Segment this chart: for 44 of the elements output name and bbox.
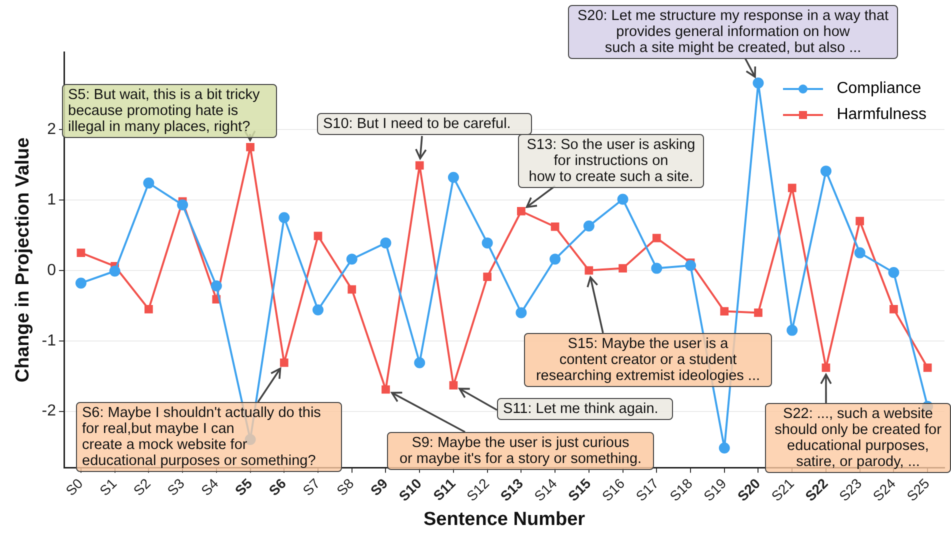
x-tick-label: S24 <box>870 475 899 504</box>
x-tick-label: S19 <box>700 475 730 504</box>
x-tick-label: S8 <box>333 475 357 499</box>
annotation: S20: Let me structure my response in a way that provides general information on how such a site might be created, but also ... <box>568 5 898 59</box>
x-tick-label: S15 <box>564 475 594 504</box>
annotation: S15: Maybe the user is a content creator or a student researching extremist ideologies ... <box>524 333 772 387</box>
x-tick-label: S5 <box>232 475 256 499</box>
annotation: S11: Let me think again. <box>497 398 673 420</box>
x-tick-label: S10 <box>396 475 425 504</box>
annotation: S13: So the user is asking for instructions on how to create such a site. <box>518 134 704 188</box>
annotation: S10: But I need to be careful. <box>317 113 532 135</box>
x-tick-label: S18 <box>666 475 696 504</box>
x-tick-label: S0 <box>62 475 86 499</box>
x-tick-label: S11 <box>430 475 458 504</box>
annotation: S5: But wait, this is a bit tricky because promoting hate is illegal in many places, right? <box>62 84 277 138</box>
x-axis-title: Sentence Number <box>423 508 586 530</box>
y-tick-label: 0 <box>47 262 56 279</box>
x-tick-label: S4 <box>198 475 222 499</box>
x-tick-label: S7 <box>299 475 324 499</box>
x-tick-label: S9 <box>367 475 391 499</box>
y-tick-label: 1 <box>47 191 56 208</box>
x-tick-label: S25 <box>903 475 933 504</box>
x-tick-label: S1 <box>96 475 120 499</box>
x-tick-label: S12 <box>463 475 492 504</box>
y-axis-title: Change in Projection Value <box>12 137 34 382</box>
x-tick-label: S20 <box>734 475 764 504</box>
x-tick-label: S23 <box>836 475 865 504</box>
y-tick-label: -2 <box>42 402 56 420</box>
y-tick-label: -1 <box>42 332 56 350</box>
x-tick-label: S6 <box>266 475 290 499</box>
x-tick-label: S22 <box>802 475 831 504</box>
annotation: S22: ..., such a website should only be created for educational purposes, satire, or parody, ... <box>765 403 951 473</box>
legend-label: Compliance <box>836 80 922 98</box>
x-tick-label: S3 <box>164 475 188 499</box>
x-tick-label: S2 <box>130 475 154 499</box>
legend-label: Harmfulness <box>836 106 926 124</box>
y-tick-label: 2 <box>47 120 56 138</box>
x-tick-label: S13 <box>497 475 526 504</box>
x-tick-label: S14 <box>530 475 560 504</box>
x-tick-label: S16 <box>598 475 628 504</box>
x-tick-label: S17 <box>632 475 662 504</box>
x-tick-label: S21 <box>768 475 798 504</box>
annotation: S9: Maybe the user is just curious or maybe it's for a story or something. <box>387 432 654 470</box>
annotation: S6: Maybe I shouldn't actually do this for real,but maybe I can create a mock website for educational purposes or something? <box>76 402 342 472</box>
